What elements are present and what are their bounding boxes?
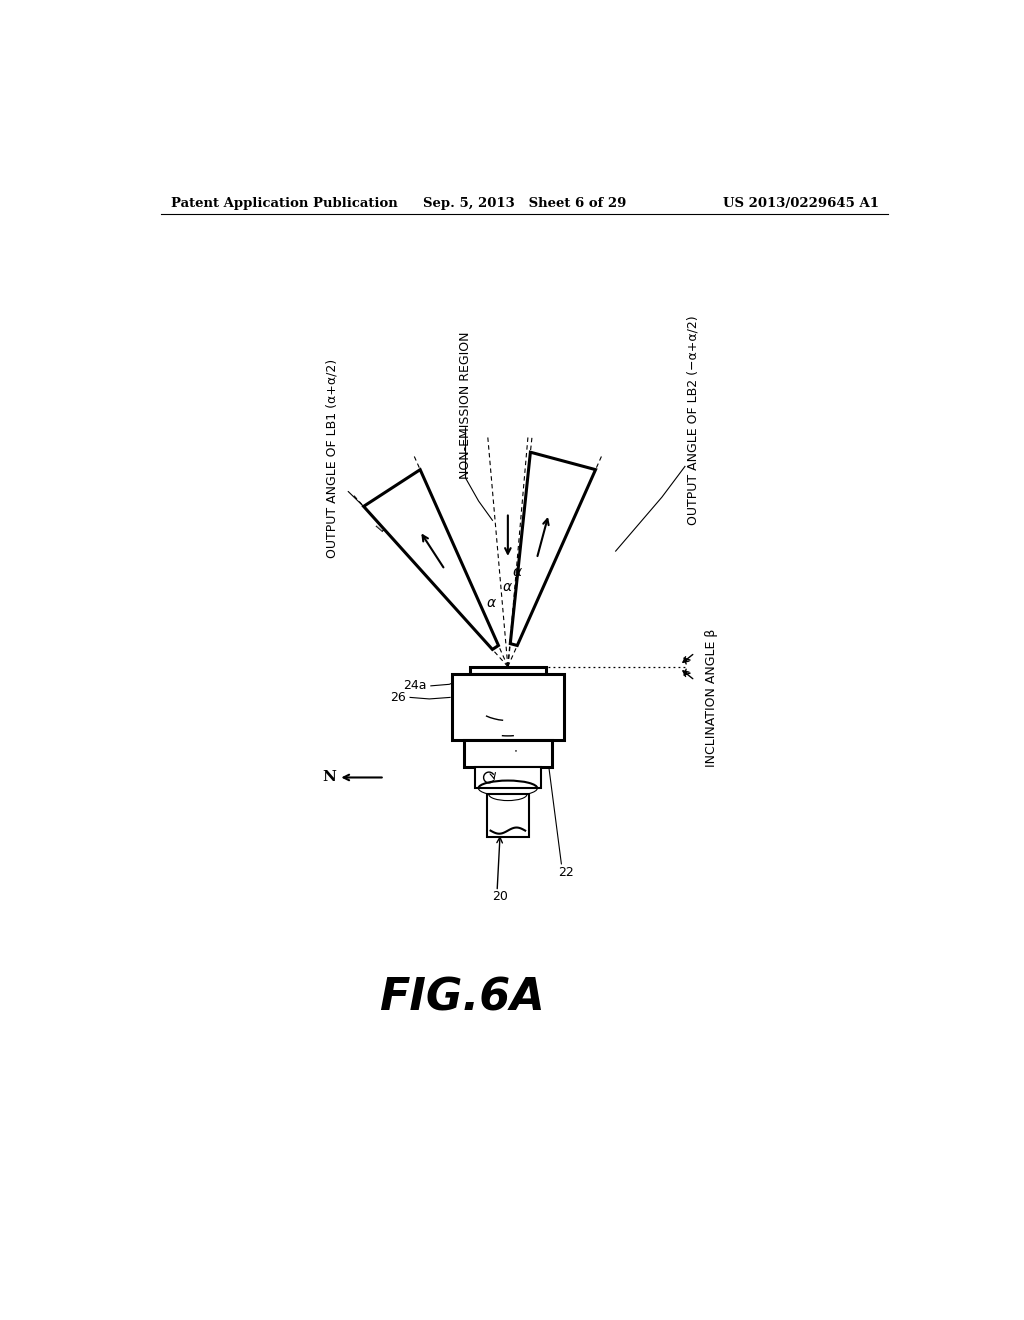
Text: OUTPUT ANGLE OF LB2 (−α+α/2): OUTPUT ANGLE OF LB2 (−α+α/2) bbox=[686, 315, 699, 525]
Bar bbox=[464, 739, 552, 767]
Text: $\alpha$: $\alpha$ bbox=[512, 565, 522, 578]
Bar bbox=[452, 675, 563, 739]
Text: $\alpha$: $\alpha$ bbox=[503, 579, 513, 594]
Text: LB1: LB1 bbox=[375, 507, 399, 533]
Text: INCLINATION ANGLE β: INCLINATION ANGLE β bbox=[706, 628, 719, 767]
Text: 20: 20 bbox=[493, 890, 508, 903]
Polygon shape bbox=[364, 470, 499, 649]
Text: 26: 26 bbox=[390, 690, 407, 704]
Text: FIG.6A: FIG.6A bbox=[379, 977, 545, 1019]
Text: N: N bbox=[323, 771, 336, 784]
Text: Sep. 5, 2013   Sheet 6 of 29: Sep. 5, 2013 Sheet 6 of 29 bbox=[423, 197, 627, 210]
Polygon shape bbox=[510, 453, 596, 645]
Bar bbox=[486, 795, 529, 837]
Text: OUTPUT ANGLE OF LB1 (α+α/2): OUTPUT ANGLE OF LB1 (α+α/2) bbox=[326, 359, 339, 558]
Text: NON-EMISSION REGION: NON-EMISSION REGION bbox=[459, 331, 472, 479]
Bar bbox=[475, 767, 541, 788]
Text: 24a: 24a bbox=[403, 680, 427, 693]
Text: US 2013/0229645 A1: US 2013/0229645 A1 bbox=[723, 197, 879, 210]
Text: LB2: LB2 bbox=[552, 477, 579, 502]
Bar bbox=[470, 667, 546, 675]
Text: Patent Application Publication: Patent Application Publication bbox=[171, 197, 397, 210]
Text: $\alpha$: $\alpha$ bbox=[486, 597, 497, 610]
Text: 22: 22 bbox=[558, 866, 573, 879]
